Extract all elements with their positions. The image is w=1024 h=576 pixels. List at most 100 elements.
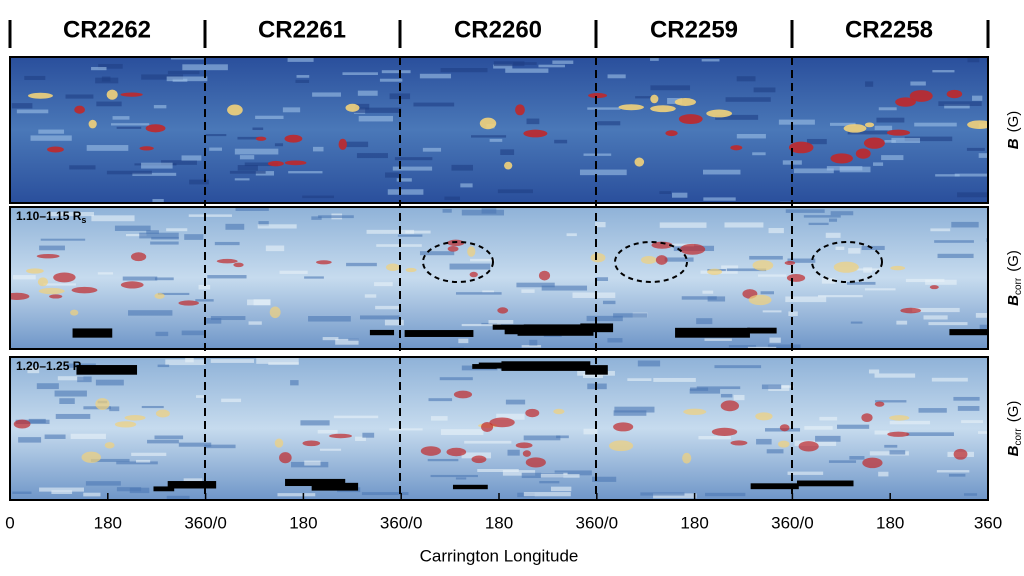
- streak: [936, 470, 970, 473]
- active-region: [755, 412, 773, 421]
- streak: [948, 473, 966, 477]
- x-tick-label: 360/0: [184, 513, 227, 532]
- streak: [182, 64, 228, 71]
- active-region: [515, 442, 533, 449]
- streak: [154, 435, 184, 440]
- streak: [825, 232, 841, 238]
- active-region: [707, 268, 723, 275]
- streak: [607, 338, 623, 343]
- streak: [935, 174, 960, 177]
- streak: [896, 320, 908, 325]
- streak: [229, 170, 266, 174]
- streak: [904, 136, 953, 142]
- streak: [77, 376, 92, 383]
- streak: [653, 377, 696, 382]
- x-tick-label: 360: [974, 513, 1002, 532]
- x-tick-label: 0: [5, 513, 14, 532]
- coronal-hole: [76, 365, 138, 375]
- streak: [702, 290, 714, 294]
- streak: [24, 75, 46, 80]
- streak: [40, 238, 86, 241]
- active-region: [711, 427, 738, 436]
- streak: [464, 440, 512, 444]
- streak: [302, 195, 335, 199]
- active-region: [678, 114, 703, 125]
- streak: [195, 299, 214, 302]
- streak: [379, 78, 403, 82]
- active-region: [786, 274, 806, 282]
- active-region: [889, 415, 910, 421]
- streak: [848, 248, 861, 254]
- streak: [178, 442, 212, 447]
- streak: [507, 449, 520, 456]
- active-region: [861, 413, 873, 423]
- streak: [439, 377, 473, 381]
- active-region: [145, 124, 166, 133]
- active-region: [471, 455, 487, 464]
- streak: [252, 127, 264, 131]
- active-region: [706, 109, 733, 118]
- streak: [613, 410, 647, 416]
- streak: [690, 387, 709, 391]
- streak: [317, 429, 338, 434]
- coronal-hole: [796, 480, 854, 487]
- streak: [951, 221, 979, 228]
- streak: [128, 310, 173, 316]
- streak: [653, 493, 697, 499]
- streak: [766, 449, 784, 454]
- streak: [16, 109, 49, 114]
- streak: [357, 90, 378, 96]
- streak: [419, 73, 452, 79]
- coronal-hole: [369, 329, 395, 336]
- active-region: [269, 306, 281, 319]
- streak: [505, 68, 549, 73]
- streak: [667, 98, 682, 104]
- streak: [865, 81, 874, 87]
- streak: [15, 419, 50, 425]
- coronal-hole: [747, 327, 777, 334]
- streak: [57, 376, 84, 381]
- streak: [256, 358, 299, 364]
- streak: [587, 107, 621, 110]
- streak: [304, 276, 324, 279]
- active-region: [784, 260, 796, 266]
- streak: [239, 155, 255, 160]
- active-region: [863, 137, 885, 149]
- rotation-header: CR2261: [258, 16, 346, 43]
- streak: [582, 374, 603, 379]
- streak: [566, 233, 577, 237]
- active-region: [650, 94, 659, 104]
- active-region: [284, 160, 307, 166]
- y-axis-label: B (G): [1005, 111, 1022, 150]
- streak: [354, 107, 402, 113]
- streak: [290, 380, 299, 386]
- streak: [793, 168, 834, 174]
- streak: [704, 338, 732, 341]
- streak: [38, 129, 65, 134]
- streak: [874, 373, 916, 378]
- streak: [96, 101, 122, 107]
- streak: [27, 367, 40, 374]
- active-region: [843, 124, 867, 133]
- streak: [837, 424, 870, 429]
- active-region: [130, 252, 147, 262]
- rotation-header: CR2259: [650, 16, 738, 43]
- streak: [181, 155, 202, 161]
- streak: [364, 294, 377, 298]
- x-tick-label: 180: [94, 513, 122, 532]
- streak: [287, 57, 314, 62]
- streak: [279, 270, 308, 274]
- streak: [54, 390, 87, 397]
- streak: [523, 492, 571, 497]
- active-region: [618, 104, 644, 111]
- streak: [953, 396, 980, 401]
- streak: [308, 316, 351, 322]
- active-region: [26, 268, 44, 274]
- streak: [516, 282, 555, 288]
- active-region: [730, 145, 743, 151]
- streak: [44, 434, 66, 439]
- streak: [98, 63, 123, 69]
- y-axis-subscript: corr: [1013, 428, 1024, 446]
- streak: [477, 468, 519, 473]
